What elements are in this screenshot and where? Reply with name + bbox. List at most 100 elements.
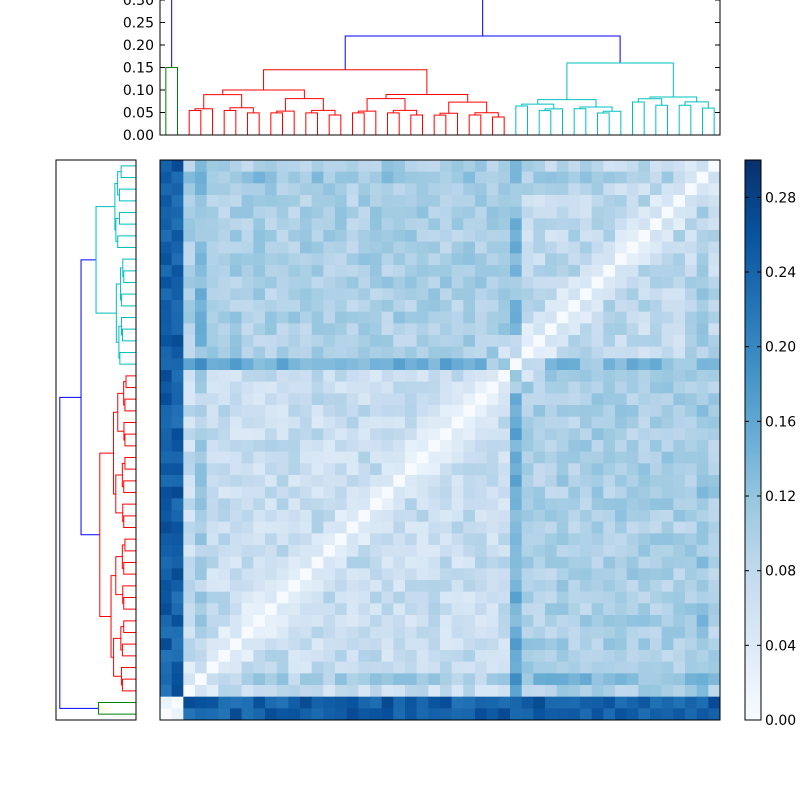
heatmap-cell — [195, 393, 207, 406]
heatmap-cell — [346, 661, 359, 674]
top-dendrogram-link — [263, 69, 428, 95]
heatmap-cell — [463, 475, 476, 487]
heatmap-cell — [323, 580, 336, 592]
top-dendrogram-link — [468, 114, 482, 135]
heatmap-cell — [311, 580, 324, 592]
heatmap-cell — [685, 160, 697, 172]
left-dendrogram-link — [123, 422, 136, 441]
heatmap-cell — [685, 311, 697, 324]
heatmap-cell — [276, 440, 289, 452]
heatmap-cell — [650, 603, 662, 616]
heatmap-cell — [533, 265, 546, 277]
heatmap-cell — [521, 300, 534, 312]
heatmap-cell — [638, 638, 651, 651]
heatmap-cell — [463, 300, 476, 312]
heatmap-cell — [580, 381, 592, 394]
heatmap-cell — [416, 696, 429, 709]
heatmap-cell — [276, 206, 289, 219]
heatmap-cell — [545, 708, 557, 721]
heatmap-cell — [253, 661, 266, 674]
heatmap-cell — [440, 288, 452, 301]
heatmap-cell — [451, 510, 464, 522]
heatmap-cell — [160, 195, 172, 207]
heatmap-cell — [498, 685, 511, 697]
heatmap-cell — [685, 323, 697, 336]
heatmap-cell — [603, 626, 616, 639]
heatmap-cell — [696, 661, 709, 674]
heatmap-cell — [218, 265, 231, 277]
heatmap-cell — [580, 440, 592, 452]
heatmap-cell — [241, 580, 254, 592]
heatmap-cell — [416, 475, 429, 487]
heatmap-cell — [183, 265, 196, 277]
heatmap-cell — [440, 253, 452, 266]
heatmap-cell — [160, 346, 172, 359]
heatmap-cell — [603, 685, 616, 697]
heatmap-cell — [358, 241, 371, 254]
heatmap-cell — [545, 556, 557, 569]
heatmap-cell — [580, 463, 592, 476]
heatmap-cell — [335, 708, 347, 721]
heatmap-cell — [615, 195, 627, 207]
top-dendrogram-link — [544, 108, 563, 135]
heatmap-cell — [241, 323, 254, 336]
heatmap-cell — [661, 521, 674, 534]
heatmap-cell — [498, 405, 511, 417]
heatmap-cell — [206, 381, 219, 394]
heatmap-cell — [498, 323, 511, 336]
heatmap-cell — [638, 160, 651, 172]
heatmap-cell — [253, 650, 266, 662]
heatmap-cell — [428, 580, 441, 592]
heatmap-cell — [626, 556, 639, 569]
heatmap-cell — [603, 241, 616, 254]
heatmap-cell — [265, 323, 277, 336]
heatmap-cell — [416, 311, 429, 324]
heatmap-cell — [486, 463, 499, 476]
heatmap-cell — [673, 708, 686, 721]
heatmap-cell — [195, 463, 207, 476]
heatmap-cell — [708, 335, 721, 347]
heatmap-cell — [568, 696, 581, 709]
heatmap-cell — [661, 486, 674, 499]
heatmap-cell — [323, 206, 336, 219]
heatmap-cell — [568, 545, 581, 557]
heatmap-cell — [708, 696, 721, 709]
heatmap-cell — [673, 545, 686, 557]
heatmap-cell — [160, 451, 172, 464]
heatmap-cell — [568, 405, 581, 417]
heatmap-cell — [370, 673, 382, 686]
heatmap-cell — [288, 568, 301, 581]
heatmap-cell — [171, 160, 184, 172]
heatmap-cell — [370, 160, 382, 172]
heatmap-cell — [300, 416, 312, 429]
left-dendrogram-link — [117, 171, 122, 196]
heatmap-cell — [498, 510, 511, 522]
heatmap-cell — [521, 218, 534, 231]
heatmap-cell — [650, 580, 662, 592]
heatmap-cell — [160, 685, 172, 697]
heatmap-cell — [685, 685, 697, 697]
heatmap-cell — [475, 638, 487, 651]
heatmap-cell — [230, 346, 242, 359]
heatmap-cell — [556, 498, 569, 511]
heatmap-cell — [603, 253, 616, 266]
heatmap-cell — [673, 696, 686, 709]
heatmap-cell — [300, 475, 312, 487]
heatmap-cell — [556, 300, 569, 312]
heatmap-cell — [346, 510, 359, 522]
heatmap-cell — [370, 521, 382, 534]
colorbar-tick-label: 0.04 — [765, 638, 796, 654]
heatmap-cell — [311, 311, 324, 324]
heatmap-cell — [300, 405, 312, 417]
heatmap-cell — [440, 218, 452, 231]
heatmap-cell — [556, 463, 569, 476]
heatmap-cell — [463, 416, 476, 429]
heatmap-cell — [405, 685, 417, 697]
heatmap-cell — [463, 241, 476, 254]
heatmap-cell — [346, 171, 359, 184]
heatmap-cell — [171, 381, 184, 394]
heatmap-cell — [381, 335, 394, 347]
heatmap-cell — [218, 171, 231, 184]
heatmap-cell — [241, 498, 254, 511]
heatmap-cell — [241, 510, 254, 522]
